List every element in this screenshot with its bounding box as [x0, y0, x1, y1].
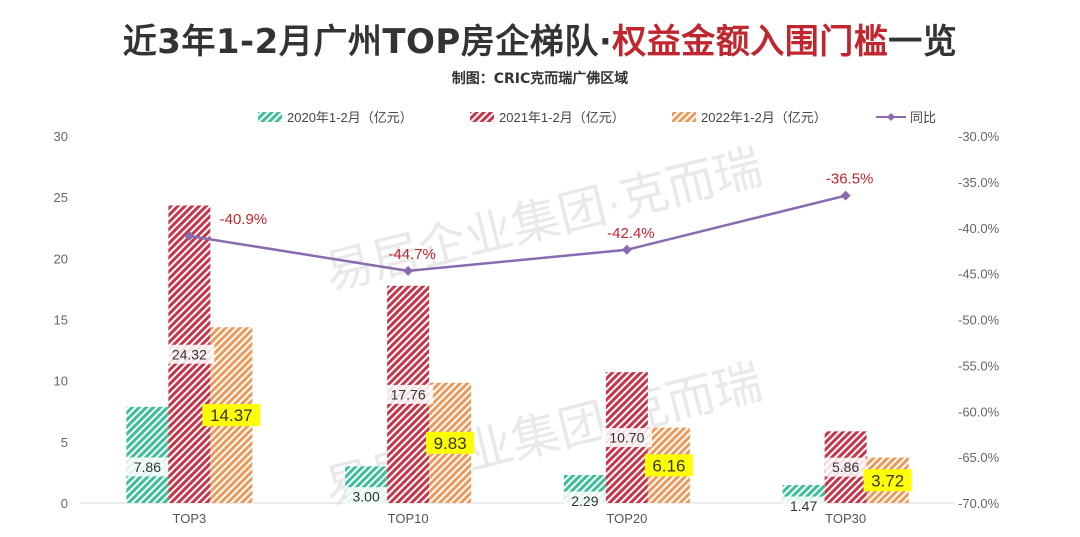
left-axis-tick-label: 15: [54, 313, 68, 328]
legend-swatch: [672, 112, 696, 122]
category-label: TOP3: [173, 511, 207, 526]
data-label-background: [564, 491, 606, 511]
right-axis-tick-label: -55.0%: [958, 358, 1000, 373]
right-axis-tick-label: -70.0%: [958, 496, 1000, 511]
chart-title: 近3年1-2月广州TOP房企梯队·权益金额入围门槛一览: [0, 14, 1080, 63]
title-part-2: 权益金额入围门槛: [612, 22, 889, 62]
right-axis-tick-label: -30.0%: [958, 129, 1000, 144]
data-label-background: [426, 431, 475, 454]
bar: [126, 406, 169, 503]
data-label-background: [164, 344, 215, 364]
left-axis-tick-label: 10: [54, 374, 68, 389]
title-part-1: 近3年1-2月广州TOP房企梯队: [122, 22, 599, 62]
legend-label: 同比: [910, 110, 936, 125]
title-separator: ·: [598, 22, 613, 62]
left-axis-tick-label: 20: [54, 251, 68, 266]
category-label: TOP30: [825, 511, 866, 526]
right-axis-tick-label: -40.0%: [958, 221, 1000, 236]
yoy-label: -36.5%: [826, 171, 874, 188]
watermark-layer: 易居企业集团·克而瑞 易居企业集团·克而瑞: [320, 141, 768, 516]
yoy-point: [403, 265, 414, 276]
title-part-3: 一览: [888, 22, 958, 62]
yoy-line: [189, 194, 846, 273]
yoy-point: [621, 244, 632, 255]
left-axis-tick-label: 30: [54, 129, 68, 144]
data-label: 7.86: [134, 459, 161, 475]
chart-source: 制图：CRIC克而瑞广佛区域: [451, 71, 629, 87]
data-label: 1.47: [790, 498, 817, 514]
data-label: 6.16: [652, 456, 685, 475]
data-label-background: [863, 469, 912, 492]
right-axis-tick-label: -50.0%: [958, 313, 1000, 328]
data-labels: 7.86 24.32 14.37 3.00 17.76 9.83 2.29 10.70 6.16…: [126, 344, 912, 516]
right-axis: -70.0% -65.0% -60.0% -55.0% -50.0% -45.0% -40.…: [958, 129, 1000, 511]
data-label-background: [824, 457, 867, 477]
yoy-label: -44.7%: [388, 246, 436, 263]
data-label-background: [782, 496, 825, 516]
legend-swatch: [470, 112, 494, 122]
category-axis: TOP3 TOP10 TOP20 TOP30: [173, 511, 867, 526]
yoy-point: [184, 231, 195, 242]
left-axis-tick-label: 5: [61, 435, 68, 450]
data-label: 3.72: [871, 471, 904, 490]
data-label-background: [601, 428, 652, 448]
data-label: 9.83: [434, 434, 467, 453]
yoy-label: -42.4%: [607, 225, 655, 242]
data-label-background: [644, 454, 693, 477]
yoy-label: -40.9%: [220, 211, 268, 228]
legend: 2020年1-2月（亿元） 2021年1-2月（亿元） 2022年1-2月（亿元） 同…: [258, 110, 936, 125]
left-axis-tick-label: 0: [61, 496, 68, 511]
right-axis-tick-label: -60.0%: [958, 404, 1000, 419]
right-axis-tick-label: -65.0%: [958, 450, 1000, 465]
right-axis-tick-label: -35.0%: [958, 175, 1000, 190]
data-label: 3.00: [353, 489, 380, 505]
legend-label: 2022年1-2月（亿元）: [701, 110, 827, 125]
yoy-point: [840, 190, 851, 201]
category-label: TOP20: [606, 511, 647, 526]
legend-swatch: [258, 112, 282, 122]
data-label-background: [126, 457, 169, 477]
data-label: 5.86: [832, 459, 859, 475]
data-label: 2.29: [571, 493, 598, 509]
yoy-line-layer: -40.9% -44.7% -42.4% -36.5%: [184, 171, 873, 276]
data-label: 17.76: [391, 386, 426, 402]
data-label-background: [202, 404, 261, 427]
data-label-background: [345, 487, 387, 507]
legend-label: 2020年1-2月（亿元）: [287, 110, 413, 125]
data-label: 24.32: [172, 346, 207, 362]
category-label: TOP10: [388, 511, 429, 526]
data-label-background: [383, 384, 434, 404]
data-label: 14.37: [210, 406, 253, 425]
right-axis-tick-label: -45.0%: [958, 267, 1000, 282]
left-axis-tick-label: 25: [54, 190, 68, 205]
data-label: 10.70: [609, 430, 644, 446]
watermark-text-1: 易居企业集团·克而瑞: [320, 141, 768, 301]
legend-line-marker: [887, 113, 895, 121]
legend-label: 2021年1-2月（亿元）: [499, 110, 625, 125]
